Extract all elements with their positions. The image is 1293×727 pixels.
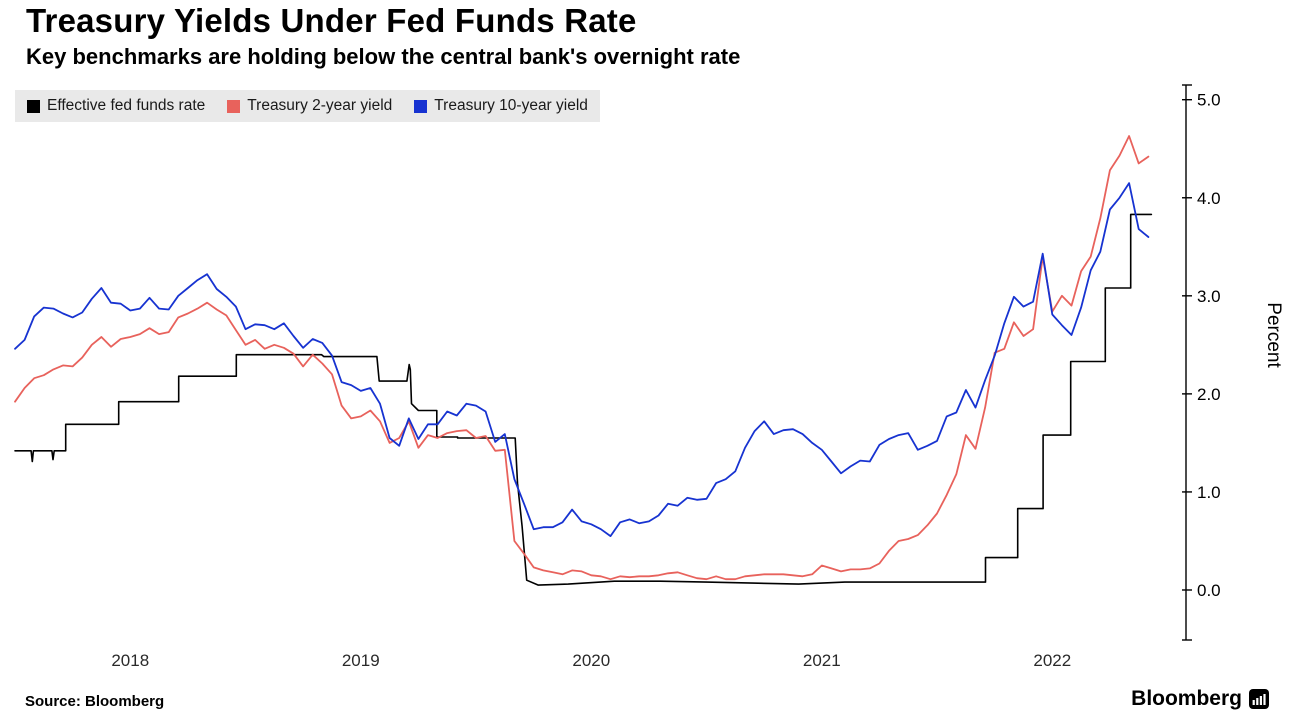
x-tick-label: 2022 (1033, 651, 1071, 670)
x-tick-label: 2020 (572, 651, 610, 670)
series-line-treasury-10-year-yield (14, 182, 1150, 537)
y-tick-label: 4.0 (1197, 189, 1221, 208)
x-tick-label: 2018 (111, 651, 149, 670)
x-tick-label: 2019 (342, 651, 380, 670)
y-tick-label: 1.0 (1197, 483, 1221, 502)
y-tick-label: 3.0 (1197, 287, 1221, 306)
legend-item-fed-funds: Effective fed funds rate (27, 97, 205, 115)
legend-item-10-year: Treasury 10-year yield (414, 97, 588, 115)
bloomberg-wordmark: Bloomberg (1131, 687, 1242, 710)
series-line-treasury-2-year-yield (14, 135, 1150, 581)
chart-legend: Effective fed funds rate Treasury 2-year… (15, 90, 600, 122)
legend-swatch-icon (227, 99, 241, 113)
legend-swatch-icon (414, 99, 428, 113)
legend-item-2-year: Treasury 2-year yield (227, 97, 392, 115)
legend-label: Treasury 2-year yield (247, 97, 393, 114)
legend-label: Treasury 10-year yield (434, 97, 588, 114)
y-tick-label: 2.0 (1197, 385, 1221, 404)
legend-label: Effective fed funds rate (47, 97, 206, 114)
legend-swatch-icon (27, 99, 40, 113)
page-title: Treasury Yields Under Fed Funds Rate (26, 2, 637, 39)
bloomberg-terminal-icon (1249, 689, 1269, 709)
series-line-effective-fed-funds-rate (14, 213, 1153, 586)
bloomberg-logo: Bloomberg (1131, 687, 1269, 711)
y-tick-label: 0.0 (1197, 581, 1221, 600)
source-label: Source: Bloomberg (25, 693, 165, 710)
page-subtitle: Key benchmarks are holding below the cen… (26, 44, 741, 69)
y-axis-title: Percent (1263, 302, 1284, 368)
y-tick-label: 5.0 (1197, 91, 1221, 110)
x-tick-label: 2021 (803, 651, 841, 670)
